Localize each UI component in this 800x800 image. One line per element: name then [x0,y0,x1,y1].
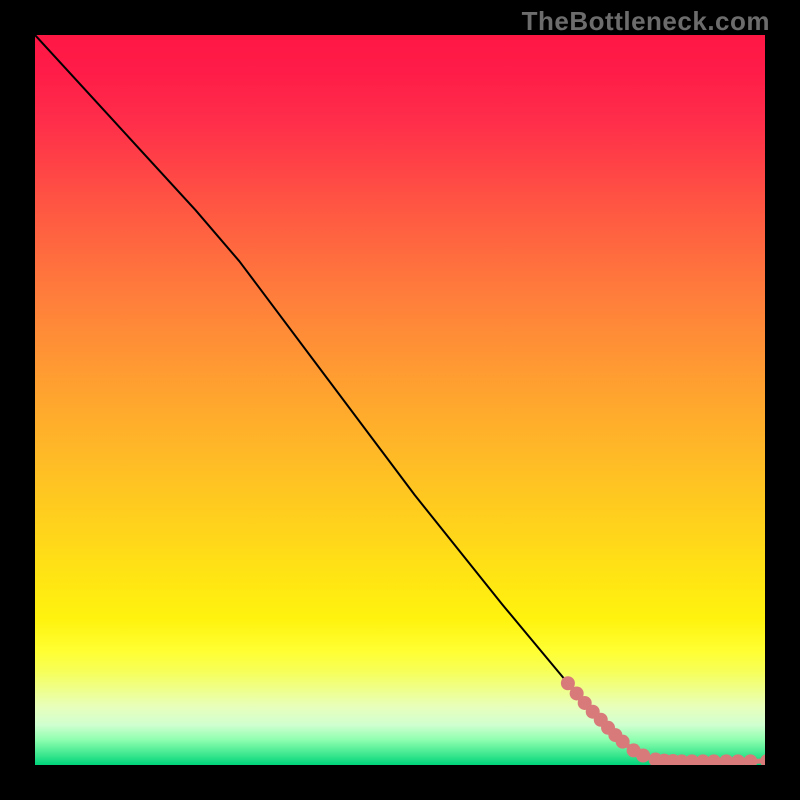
data-point [743,754,757,768]
chart-frame: TheBottleneck.com [0,0,800,800]
data-point [636,749,650,763]
data-point [760,754,774,768]
data-point [707,754,721,768]
data-point [616,735,630,749]
data-point [731,754,745,768]
bottleneck-chart [0,0,800,800]
gradient-background [35,35,765,765]
watermark-text: TheBottleneck.com [522,6,770,37]
